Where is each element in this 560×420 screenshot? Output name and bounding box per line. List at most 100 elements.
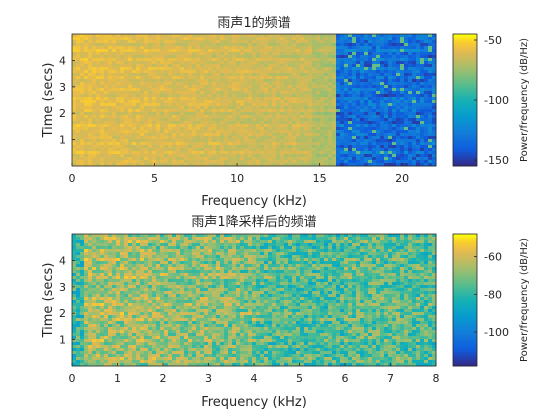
heat-cell <box>208 109 213 113</box>
heat-cell <box>336 151 341 155</box>
heat-cell <box>252 252 257 256</box>
heat-cell <box>216 148 221 152</box>
top-heatmap <box>72 34 437 167</box>
heat-cell <box>216 154 221 158</box>
heat-cell <box>364 67 369 71</box>
heat-cell <box>320 37 325 41</box>
heat-cell <box>104 73 109 77</box>
heat-cell <box>72 109 77 113</box>
heat-cell <box>212 160 217 164</box>
heat-cell <box>332 106 337 110</box>
heat-cell <box>408 237 413 241</box>
heat-cell <box>116 100 121 104</box>
heat-cell <box>256 103 261 107</box>
heat-cell <box>220 109 225 113</box>
heat-cell <box>360 76 365 80</box>
heat-cell <box>168 255 173 259</box>
heat-cell <box>160 106 165 110</box>
heat-cell <box>224 133 229 137</box>
heat-cell <box>360 154 365 158</box>
heat-cell <box>192 151 197 155</box>
heat-cell <box>240 64 245 68</box>
heat-cell <box>168 49 173 53</box>
heat-cell <box>108 118 113 122</box>
heat-cell <box>424 52 429 56</box>
heat-cell <box>96 145 101 149</box>
heat-cell <box>312 64 317 68</box>
heat-cell <box>88 94 93 98</box>
heat-cell <box>404 55 409 59</box>
heat-cell <box>140 151 145 155</box>
heat-cell <box>112 142 117 146</box>
heat-cell <box>104 237 109 241</box>
heat-cell <box>376 148 381 152</box>
heat-cell <box>100 142 105 146</box>
heat-cell <box>424 163 429 167</box>
heat-cell <box>424 37 429 41</box>
heat-cell <box>432 127 437 131</box>
heat-cell <box>336 252 341 256</box>
colorbar-step <box>453 69 477 72</box>
heat-cell <box>360 73 365 77</box>
heat-cell <box>240 133 245 137</box>
heat-cell <box>200 246 205 250</box>
heat-cell <box>216 234 221 238</box>
heat-cell <box>292 237 297 241</box>
heat-cell <box>344 76 349 80</box>
heat-cell <box>244 79 249 83</box>
heat-cell <box>72 40 77 44</box>
heat-cell <box>288 91 293 95</box>
heat-cell <box>244 106 249 110</box>
heat-cell <box>288 163 293 167</box>
heat-cell <box>372 145 377 149</box>
heat-cell <box>244 55 249 59</box>
heat-cell <box>140 85 145 89</box>
heat-cell <box>164 64 169 68</box>
heat-cell <box>172 109 177 113</box>
heat-cell <box>136 52 141 56</box>
heat-cell <box>196 130 201 134</box>
heat-cell <box>132 130 137 134</box>
heat-cell <box>384 94 389 98</box>
heat-cell <box>308 88 313 92</box>
heat-cell <box>308 136 313 140</box>
heat-cell <box>184 40 189 44</box>
heat-cell <box>268 246 273 250</box>
heat-cell <box>92 115 97 119</box>
heat-cell <box>212 136 217 140</box>
colorbar-step <box>453 85 477 89</box>
heat-cell <box>288 46 293 50</box>
heat-cell <box>304 52 309 56</box>
heat-cell <box>324 112 329 116</box>
colorbar-step <box>453 34 477 37</box>
heat-cell <box>392 43 397 47</box>
heat-cell <box>316 154 321 158</box>
heat-cell <box>280 97 285 101</box>
heat-cell <box>224 118 229 122</box>
heat-cell <box>288 103 293 107</box>
heat-cell <box>228 67 233 71</box>
heat-cell <box>432 234 437 238</box>
heat-cell <box>312 34 317 38</box>
heat-cell <box>408 97 413 101</box>
heat-cell <box>428 255 433 259</box>
heat-cell <box>256 34 261 38</box>
heat-cell <box>160 76 165 80</box>
heat-cell <box>328 106 333 110</box>
heat-cell <box>264 151 269 155</box>
heat-cell <box>220 73 225 77</box>
heat-cell <box>80 246 85 250</box>
heat-cell <box>360 37 365 41</box>
heat-cell <box>264 61 269 65</box>
heat-cell <box>352 70 357 74</box>
heat-cell <box>312 67 317 71</box>
heat-cell <box>252 76 257 80</box>
heat-cell <box>300 76 305 80</box>
heat-cell <box>328 252 333 256</box>
heat-cell <box>228 40 233 44</box>
heat-cell <box>424 64 429 68</box>
heat-cell <box>140 67 145 71</box>
heat-cell <box>136 61 141 65</box>
heat-cell <box>396 154 401 158</box>
heat-cell <box>92 103 97 107</box>
